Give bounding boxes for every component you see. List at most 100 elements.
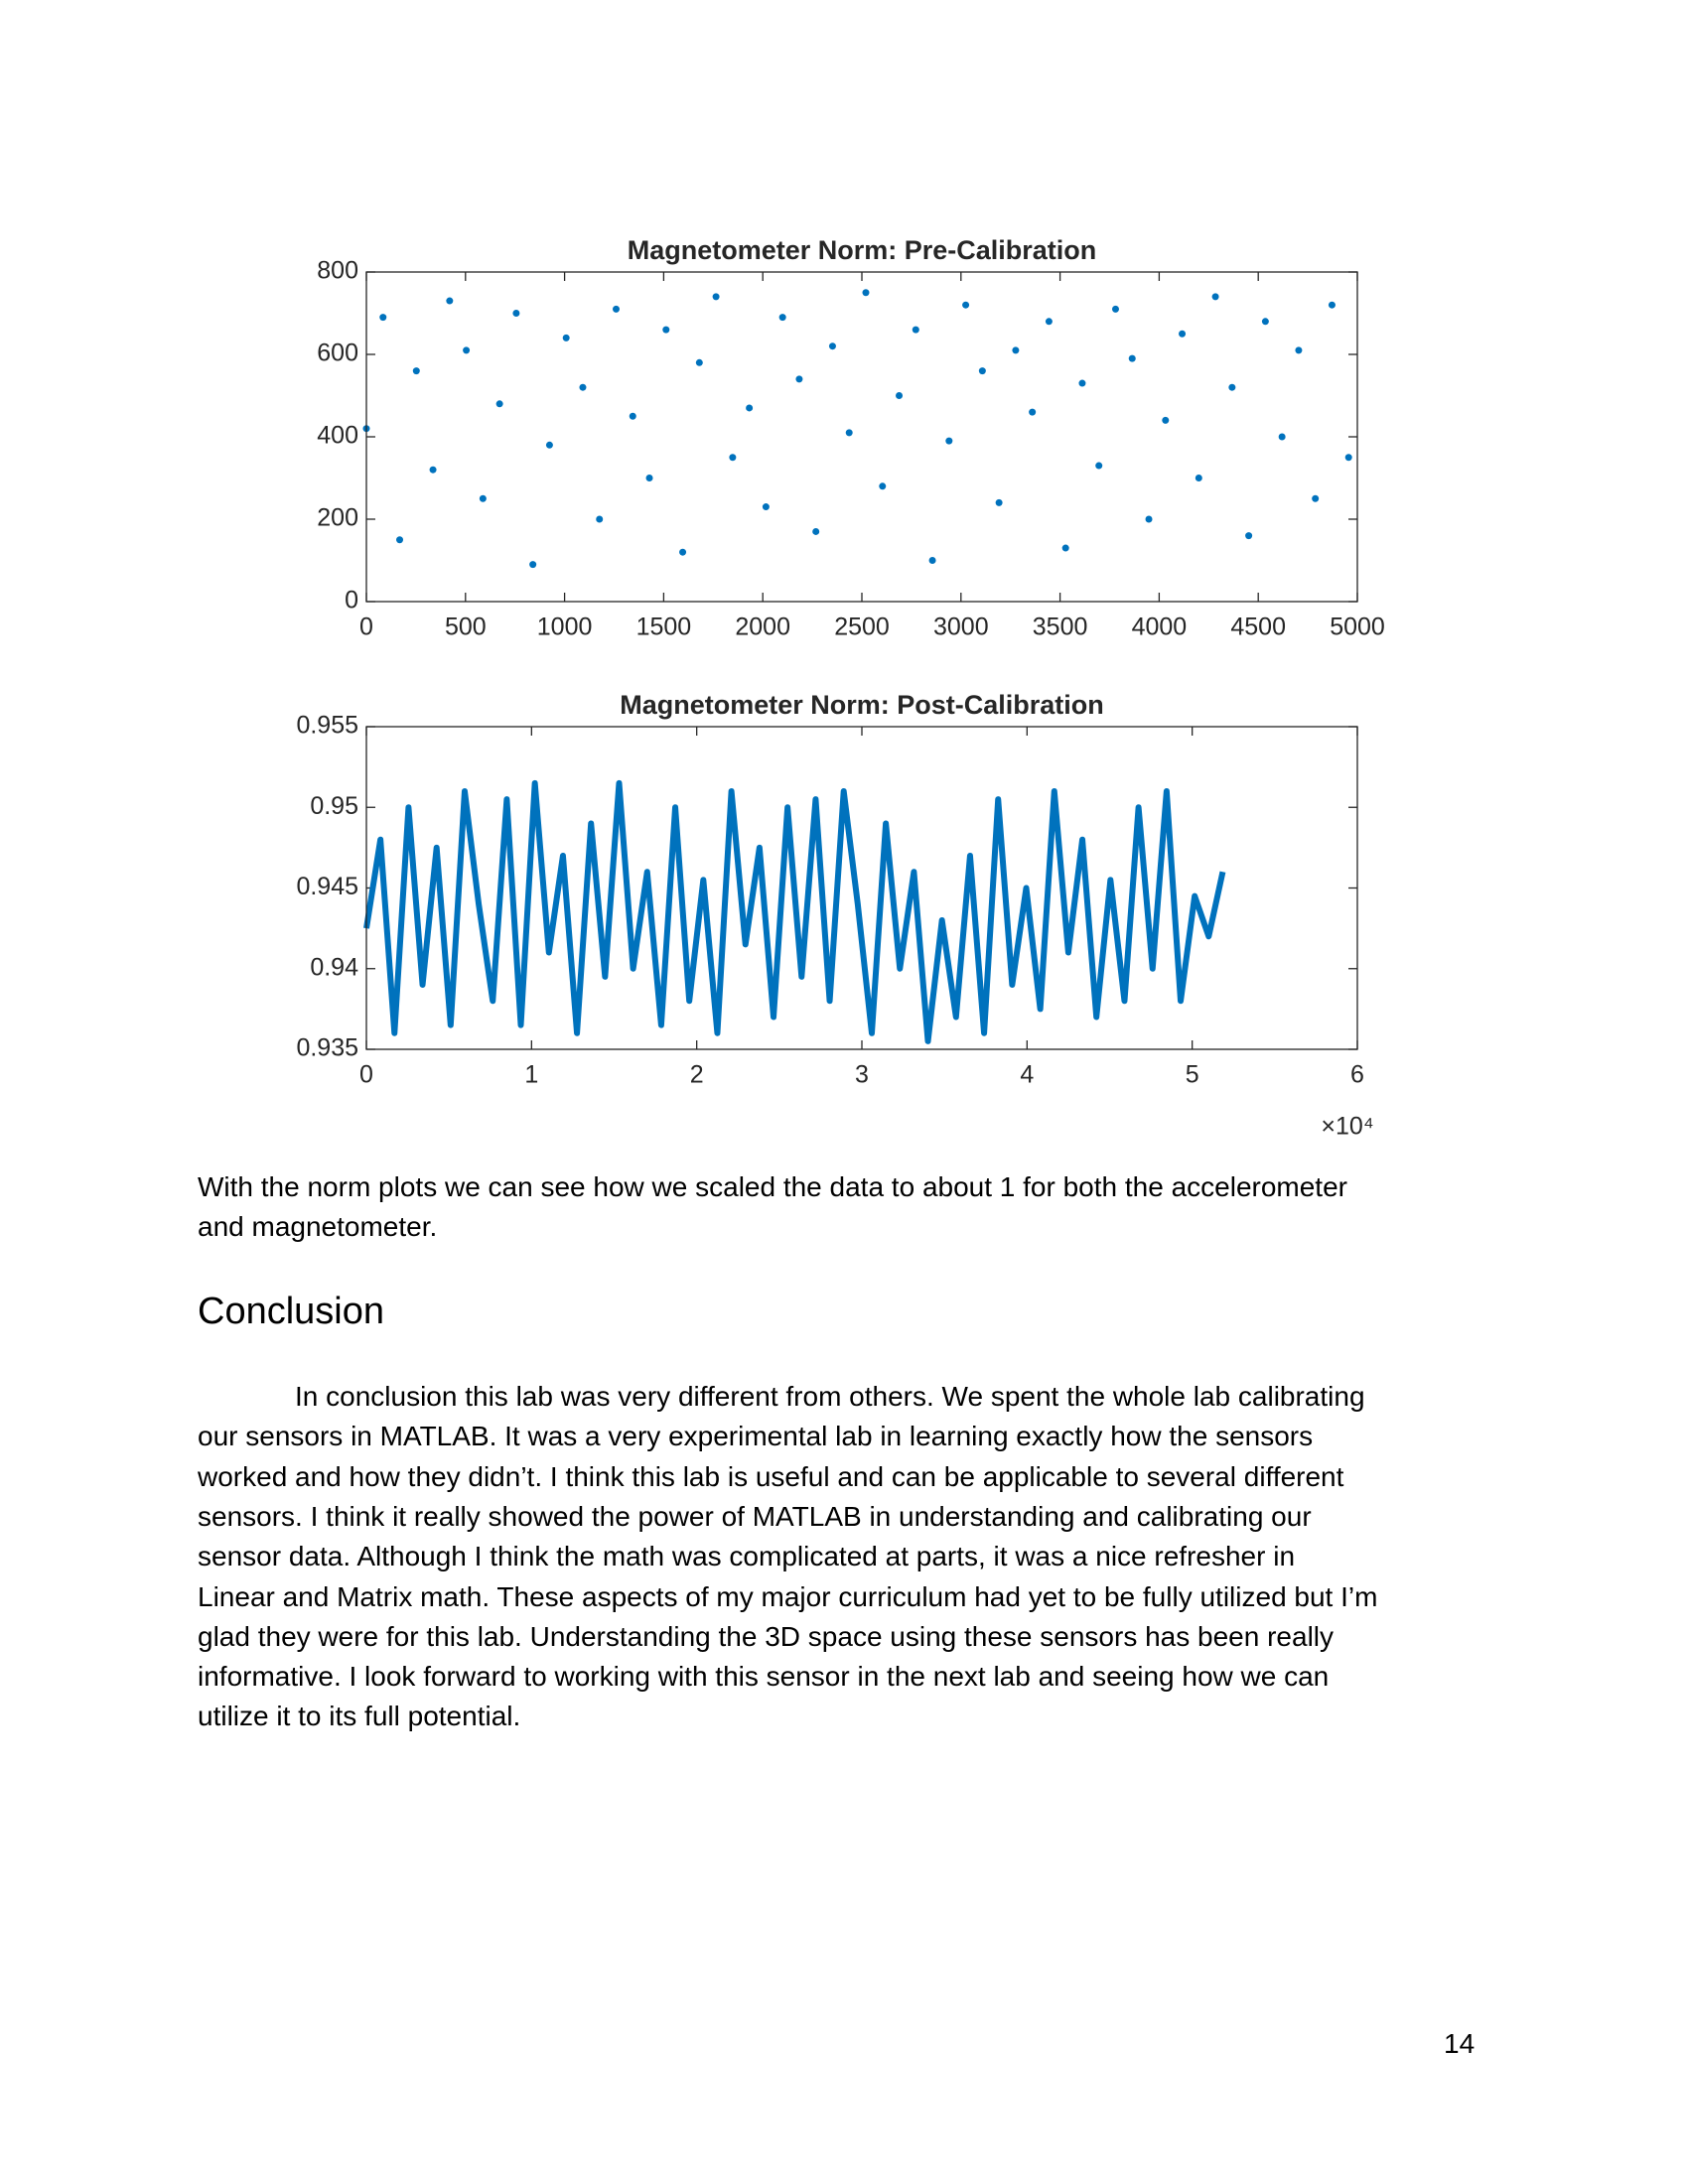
text-line: worked and how they didn’t. I think this…: [198, 1460, 1344, 1492]
point: [879, 482, 887, 490]
point: [596, 515, 604, 523]
axes-box: [365, 726, 1358, 1050]
text-line: In conclusion this lab was very differen…: [295, 1381, 1365, 1412]
point: [479, 494, 487, 502]
page-number: 14: [1444, 2028, 1476, 2059]
point: [928, 557, 936, 564]
point: [778, 314, 786, 322]
x-tick-label: 4500: [1230, 614, 1286, 641]
x-tick-label: 2: [690, 1061, 704, 1089]
y-tick-label: 0: [345, 587, 358, 614]
point: [1312, 494, 1320, 502]
point: [812, 527, 820, 535]
point: [945, 437, 953, 445]
x-tick-label: 0: [359, 1061, 373, 1089]
text-line: and magnetometer.: [198, 1211, 438, 1243]
text-line: utilize it to its full potential.: [198, 1701, 521, 1732]
point: [1095, 462, 1103, 470]
x-tick-label: 3000: [933, 614, 989, 641]
point: [712, 293, 720, 301]
x-tick-label: 2000: [735, 614, 790, 641]
point: [562, 334, 570, 341]
point: [1045, 318, 1053, 326]
x-multiplier: ×10⁴: [1321, 1113, 1373, 1141]
text-line: With the norm plots we can see how we sc…: [198, 1171, 1347, 1202]
point: [729, 454, 737, 462]
point: [862, 289, 870, 297]
point: [695, 358, 703, 366]
point: [1162, 416, 1170, 424]
point: [828, 342, 836, 350]
point: [645, 475, 653, 481]
point: [762, 503, 770, 511]
point: [1211, 293, 1219, 301]
point: [679, 548, 687, 556]
point: [1245, 532, 1253, 540]
text-line: informative. I look forward to working w…: [198, 1661, 1330, 1693]
y-tick-label: 600: [317, 340, 358, 367]
y-tick-label: 0.955: [296, 712, 358, 740]
text-line: sensor data. Although I think the math w…: [198, 1541, 1296, 1572]
point: [662, 326, 670, 334]
point: [1078, 379, 1086, 387]
point: [1179, 330, 1187, 338]
x-tick-label: 1: [524, 1061, 538, 1089]
x-tick-label: 1500: [636, 614, 692, 641]
point: [795, 375, 803, 383]
x-tick-label: 3: [855, 1061, 869, 1089]
x-tick-label: 4000: [1132, 614, 1188, 641]
y-tick-label: 0.935: [296, 1034, 358, 1062]
y-tick-label: 0.95: [310, 792, 358, 820]
point: [962, 301, 970, 309]
point: [1328, 301, 1336, 309]
text-line: sensors. I think it really showed the po…: [198, 1500, 1312, 1532]
point: [612, 305, 620, 313]
text-line: Linear and Matrix math. These aspects of…: [198, 1580, 1378, 1612]
point: [1261, 318, 1269, 326]
point: [746, 404, 754, 412]
point: [529, 561, 537, 569]
x-tick-label: 3500: [1033, 614, 1088, 641]
y-tick-label: 0.945: [296, 873, 358, 900]
point: [396, 536, 404, 544]
x-tick-label: 4: [1020, 1061, 1034, 1089]
point: [1344, 454, 1352, 462]
point: [579, 383, 587, 391]
point: [1111, 305, 1119, 313]
point: [1295, 346, 1303, 354]
point: [896, 392, 904, 399]
point: [1012, 346, 1020, 354]
point: [995, 498, 1003, 506]
point: [1278, 433, 1286, 441]
heading: Conclusion: [198, 1291, 384, 1332]
point: [1195, 475, 1202, 481]
point: [978, 367, 986, 375]
x-tick-label: 1000: [537, 614, 593, 641]
point: [545, 441, 553, 449]
x-tick-label: 0: [359, 614, 373, 641]
x-tick-label: 2500: [834, 614, 890, 641]
point: [1029, 408, 1037, 416]
axes-box: [365, 271, 1358, 603]
point: [1128, 354, 1136, 362]
point: [912, 326, 919, 334]
series-line: [363, 779, 1226, 1044]
y-tick-label: 0.94: [310, 953, 358, 981]
text-line: glad they were for this lab. Understandi…: [198, 1620, 1335, 1652]
point: [1061, 544, 1069, 552]
x-tick-label: 6: [1350, 1061, 1364, 1089]
point: [495, 400, 503, 408]
y-tick-label: 800: [317, 257, 358, 285]
x-tick-label: 500: [445, 614, 487, 641]
x-tick-label: 5: [1186, 1061, 1199, 1089]
x-tick-label: 5000: [1330, 614, 1385, 641]
point: [463, 346, 471, 354]
point: [845, 429, 853, 437]
text-line: our sensors in MATLAB. It was a very exp…: [198, 1421, 1314, 1452]
y-tick-label: 400: [317, 422, 358, 450]
y-tick-label: 200: [317, 504, 358, 532]
point: [446, 297, 454, 305]
point: [429, 466, 437, 474]
